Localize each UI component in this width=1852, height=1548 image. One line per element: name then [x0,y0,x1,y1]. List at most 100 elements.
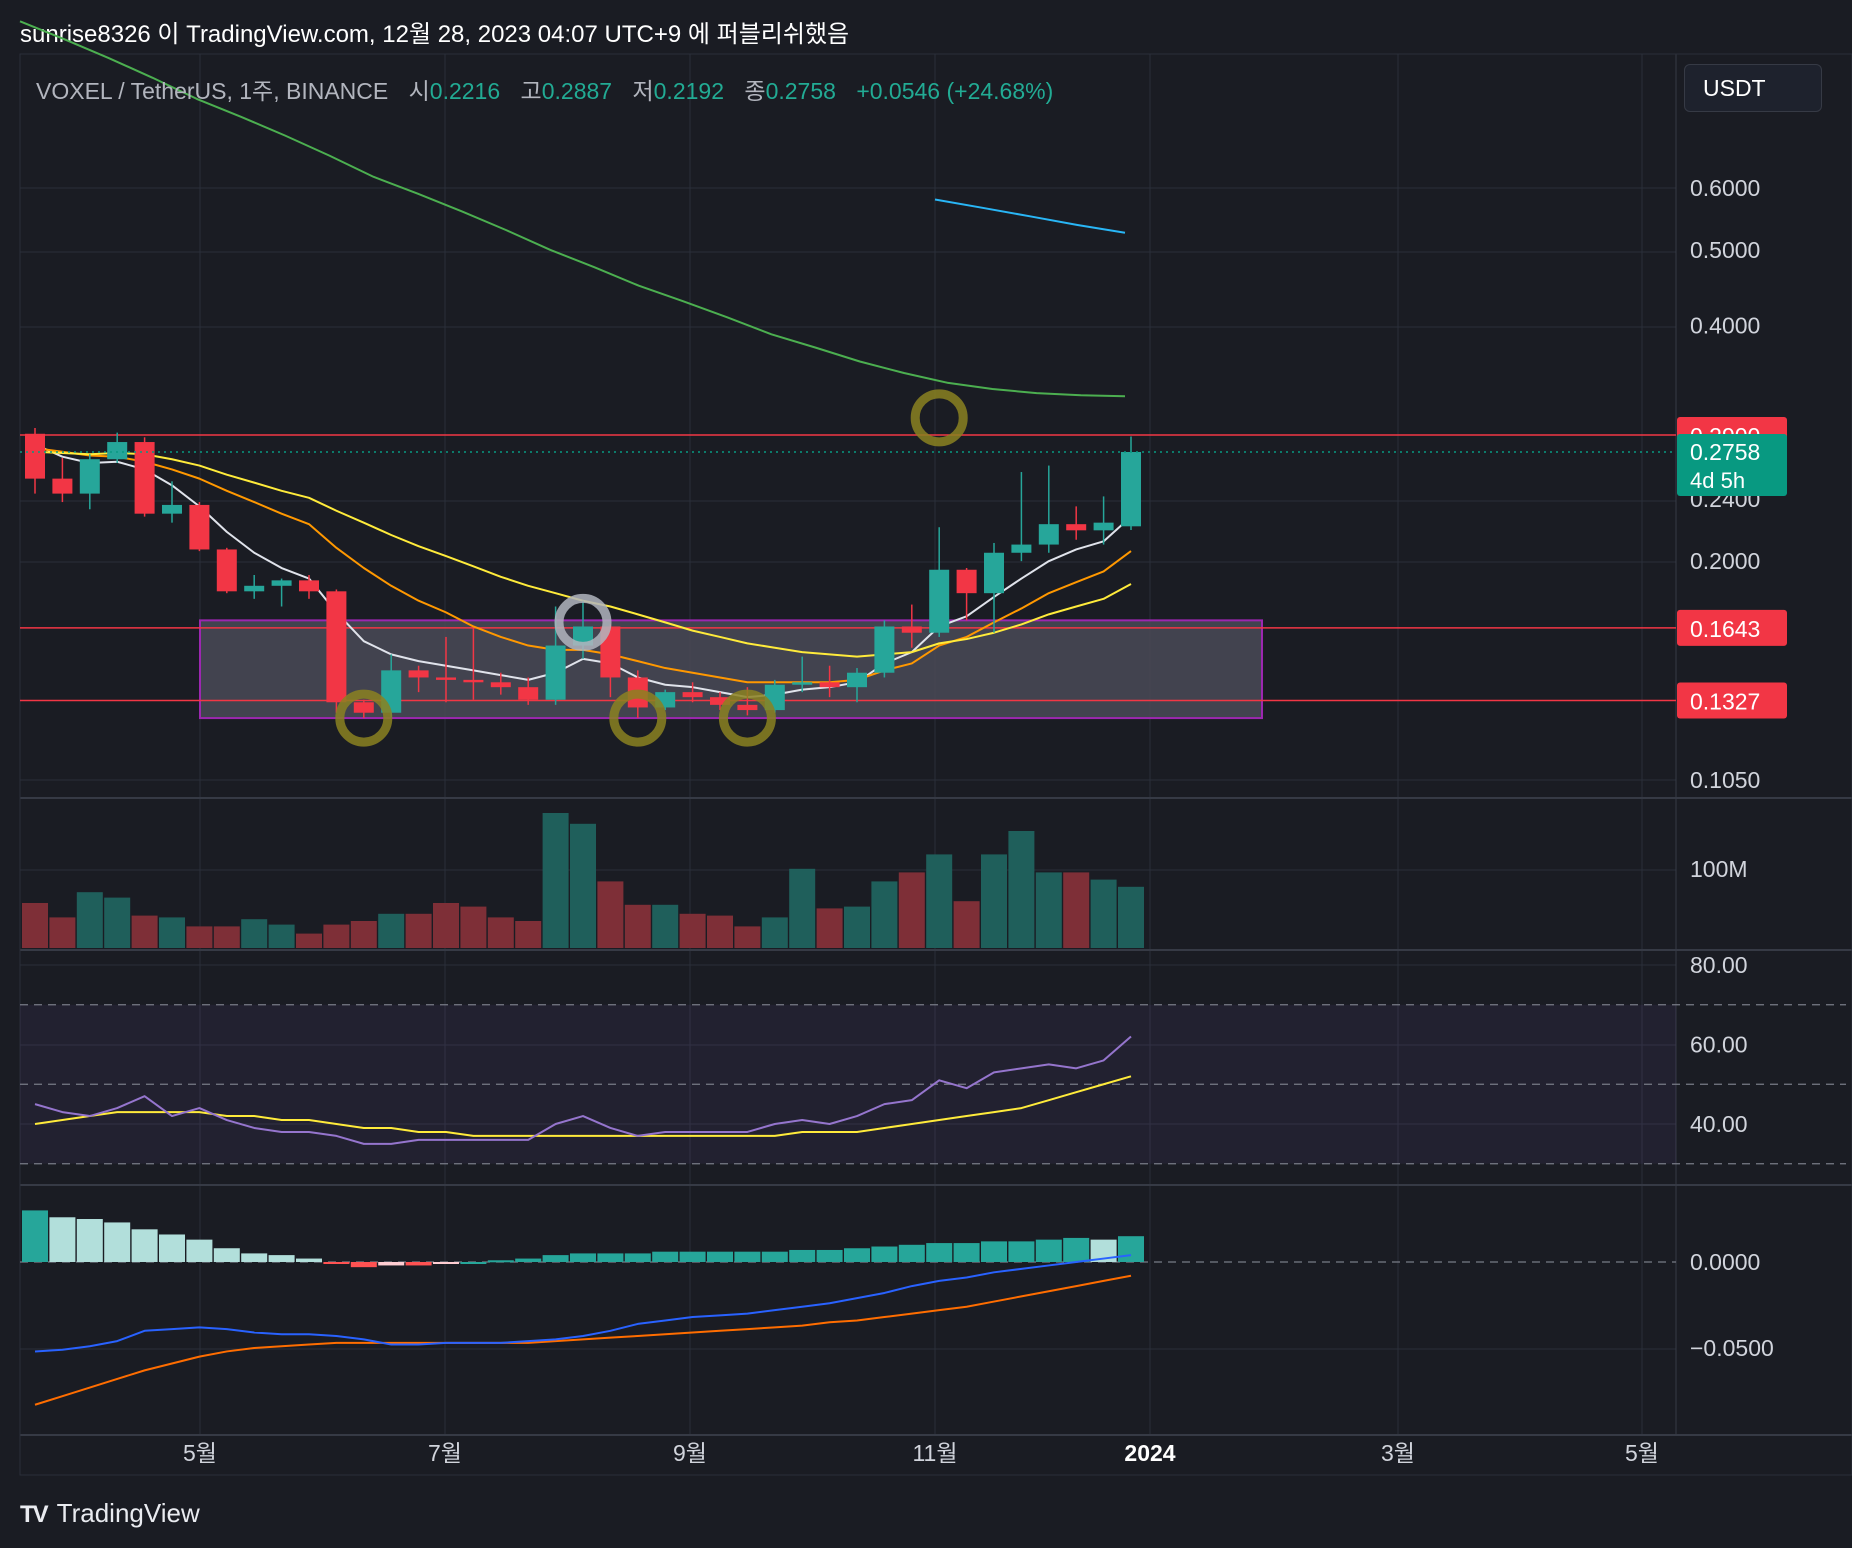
annotation-circle [609,689,667,747]
x-tick-label: 5월 [183,1440,217,1466]
macd-histogram-bar [186,1239,213,1262]
volume-bar [515,921,542,948]
volume-bar [597,881,624,948]
candle-body [25,433,45,479]
volume-bar [159,917,185,948]
candle-body [573,626,593,646]
macd-histogram-bar [323,1262,350,1264]
candle-body [271,580,292,586]
macd-histogram-bar [1008,1241,1035,1262]
candle-body [216,549,237,592]
volume-bar [898,872,925,948]
ma-green-line [19,20,1126,398]
volume-bar [405,913,432,948]
annotation-circle [554,593,612,651]
volume-bar [350,921,377,948]
level-tag-label: 0.1643 [1690,616,1760,642]
macd-histogram-bar [241,1253,268,1262]
candle-body [490,682,511,688]
price-tick-label: 0.4000 [1690,313,1760,339]
macd-histogram-bar [816,1249,843,1262]
rsi-tick-label: 40.00 [1690,1111,1748,1137]
x-tick-label: 2024 [1124,1440,1175,1466]
candle-body [299,580,319,592]
volume-bar [761,917,788,948]
x-tick-label: 3월 [1381,1440,1415,1466]
low-value: 0.2192 [653,78,724,104]
close-label: 종 [744,78,766,104]
bar-countdown: 4d 5h [1690,468,1745,493]
volume-bar [844,906,870,948]
macd-tick-label: 0.0000 [1690,1249,1760,1275]
macd-histogram-bar [570,1253,596,1262]
macd-histogram-bar [1090,1239,1117,1262]
volume-bar [433,903,459,948]
volume-bar [487,917,514,948]
open-label: 시 [408,78,430,104]
macd-histogram-bar [159,1234,185,1262]
volume-bar [542,813,569,948]
volume-bar [1063,872,1090,948]
high-label: 고 [520,78,542,104]
macd-histogram-bar [1035,1239,1062,1262]
annotation-circle [910,389,968,447]
macd-tick-label: −0.0500 [1690,1335,1774,1361]
macd-histogram-bar [1118,1236,1144,1262]
macd-histogram-bar [597,1253,624,1262]
candle-body [1066,524,1087,531]
candle-body [1121,451,1141,527]
volume-bar [213,926,240,948]
macd-histogram-bar [268,1255,295,1262]
macd-histogram-bar [460,1262,487,1264]
volume-bar [981,854,1007,948]
candle-body [929,569,950,633]
macd-histogram-bar [734,1251,761,1262]
volume-bar [871,881,898,948]
candle-body [134,442,155,514]
volume-bar [460,906,487,948]
macd-histogram-bar [1063,1237,1090,1262]
volume-bar [131,915,158,948]
macd-histogram-bar [789,1249,816,1262]
price-tick-label: 0.1050 [1690,767,1760,793]
volume-bar [76,892,103,948]
price-tick-label: 0.6000 [1690,175,1760,201]
volume-bar [734,926,761,948]
volume-bar [1118,886,1144,948]
volume-bar [296,933,322,948]
x-tick-label: 11월 [912,1440,957,1466]
currency-button[interactable]: USDT [1684,64,1822,112]
macd-histogram-bar [926,1243,953,1262]
macd-histogram-bar [350,1262,377,1268]
candle-body [874,626,895,673]
candle-body [737,704,758,711]
candle-body [1011,544,1032,553]
macd-histogram-bar [433,1262,459,1264]
last-price-tag [1677,433,1787,496]
volume-bar [241,919,268,948]
symbol-name[interactable]: VOXEL / TetherUS, 1주, BINANCE [36,78,389,104]
macd-histogram-bar [652,1251,679,1262]
macd-histogram-bar [104,1222,131,1262]
macd-histogram-bar [378,1262,405,1266]
candle-body [353,702,374,713]
candle-body [326,591,347,703]
last-price-value: 0.2758 [1690,439,1760,465]
candle-body [79,459,100,494]
macd-histogram-bar [981,1241,1007,1262]
candle-body [518,687,539,700]
candle-body [189,504,210,550]
candle-body [792,682,813,685]
volume-bar [1090,879,1117,948]
x-tick-label: 5월 [1625,1440,1659,1466]
candle-body [436,677,456,680]
tradingview-logo-icon: TV [20,1501,49,1528]
brand-name: TradingView [56,1498,200,1528]
volume-bar [1035,872,1062,948]
macd-histogram-bar [131,1229,158,1262]
macd-histogram-bar [487,1260,514,1263]
macd-histogram-bar [761,1251,788,1262]
tradingview-brand[interactable]: TV TradingView [20,1498,200,1529]
macd-histogram-bar [707,1251,733,1262]
